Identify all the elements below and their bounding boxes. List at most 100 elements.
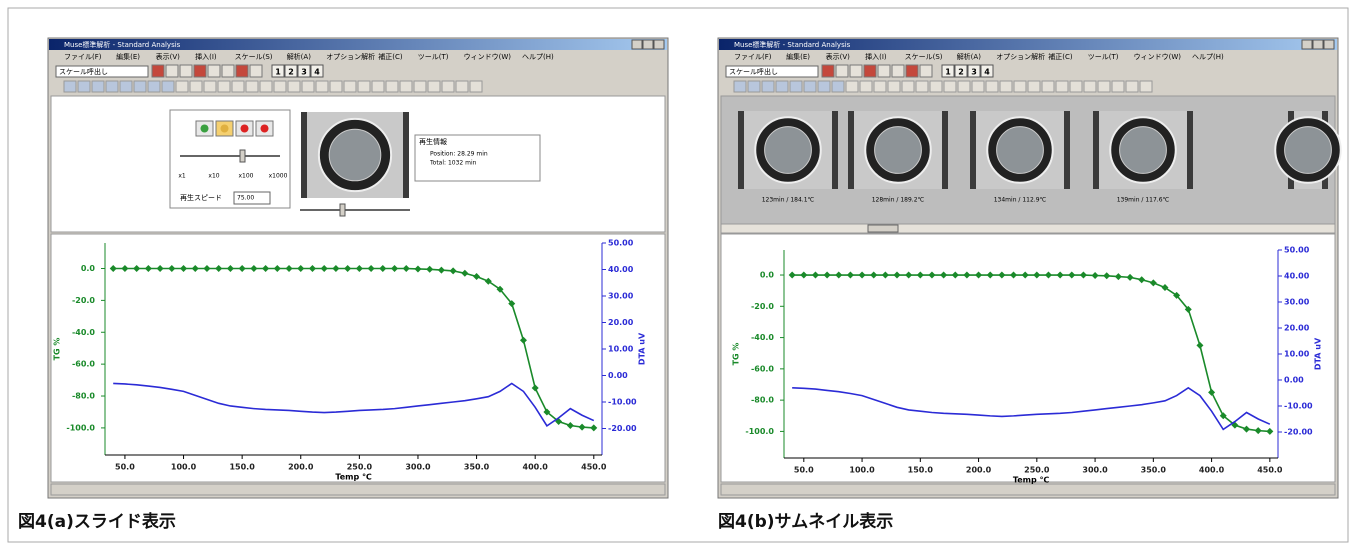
menu-item[interactable]: ファイル(F) [64,53,102,61]
toolbar-icon[interactable] [1098,81,1110,92]
toolbar-icon[interactable] [302,81,314,92]
toolbar-button[interactable] [222,65,234,77]
toolbar-icon[interactable] [218,81,230,92]
menu-item[interactable]: 補正(C) [1048,52,1073,61]
toolbar-icon[interactable] [1042,81,1054,92]
toolbar-icon[interactable] [874,81,886,92]
toolbar-icon[interactable] [176,81,188,92]
toolbar-icon[interactable] [888,81,900,92]
menu-item[interactable]: ツール(T) [1088,53,1119,61]
toolbar-button[interactable] [166,65,178,77]
window-button[interactable] [1302,40,1312,49]
toolbar-icon[interactable] [860,81,872,92]
menu-item[interactable]: 表示(V) [826,52,851,61]
toolbar-button[interactable] [152,65,164,77]
toolbar-button[interactable] [892,65,904,77]
toolbar-button[interactable] [920,65,932,77]
menu-item[interactable]: ウィンドウ(W) [464,53,512,61]
toolbar-icon[interactable] [92,81,104,92]
toolbar-icon[interactable] [944,81,956,92]
toolbar-icon[interactable] [344,81,356,92]
menu-item[interactable]: 挿入(I) [195,52,217,61]
toolbar-icon[interactable] [330,81,342,92]
menu-item[interactable]: 解析(A) [957,52,982,61]
toolbar-icon[interactable] [64,81,76,92]
toolbar-icon[interactable] [1140,81,1152,92]
toolbar-icon[interactable] [1000,81,1012,92]
toolbar-icon[interactable] [776,81,788,92]
toolbar-icon[interactable] [288,81,300,92]
toolbar-icon[interactable] [1112,81,1124,92]
menu-item[interactable]: 補正(C) [378,52,403,61]
toolbar-icon[interactable] [190,81,202,92]
toolbar-icon[interactable] [316,81,328,92]
toolbar-button[interactable] [180,65,192,77]
toolbar-button[interactable] [878,65,890,77]
toolbar-icon[interactable] [846,81,858,92]
menu-item[interactable]: 解析(A) [287,52,312,61]
toolbar-button[interactable] [850,65,862,77]
toolbar-icon[interactable] [358,81,370,92]
toolbar-button[interactable] [822,65,834,77]
toolbar-icon[interactable] [204,81,216,92]
toolbar-icon[interactable] [274,81,286,92]
window-button[interactable] [654,40,664,49]
toolbar-icon[interactable] [916,81,928,92]
toolbar-icon[interactable] [386,81,398,92]
toolbar-button[interactable] [194,65,206,77]
speed-thumb[interactable] [240,150,245,162]
toolbar-icon[interactable] [134,81,146,92]
toolbar-icon[interactable] [734,81,746,92]
toolbar-button[interactable] [236,65,248,77]
menu-item[interactable]: ウィンドウ(W) [1134,53,1182,61]
toolbar-button[interactable] [836,65,848,77]
toolbar-icon[interactable] [1126,81,1138,92]
window-button[interactable] [1324,40,1334,49]
toolbar-icon[interactable] [1084,81,1096,92]
menu-item[interactable]: 編集(E) [786,52,810,61]
toolbar-icon[interactable] [930,81,942,92]
menu-item[interactable]: オプション解析 [996,52,1045,61]
toolbar-icon[interactable] [832,81,844,92]
toolbar-icon[interactable] [428,81,440,92]
toolbar-icon[interactable] [1014,81,1026,92]
toolbar-icon[interactable] [232,81,244,92]
menu-item[interactable]: 挿入(I) [865,52,887,61]
menu-item[interactable]: スケール(S) [235,53,273,61]
toolbar-icon[interactable] [972,81,984,92]
toolbar-icon[interactable] [106,81,118,92]
menu-item[interactable]: ヘルプ(H) [1192,53,1224,61]
toolbar-icon[interactable] [902,81,914,92]
menu-item[interactable]: ヘルプ(H) [522,53,554,61]
toolbar-button[interactable] [208,65,220,77]
toolbar-icon[interactable] [1070,81,1082,92]
toolbar-icon[interactable] [958,81,970,92]
toolbar-icon[interactable] [456,81,468,92]
toolbar-icon[interactable] [804,81,816,92]
toolbar-button[interactable] [864,65,876,77]
frame-thumb[interactable] [340,204,345,216]
toolbar-icon[interactable] [162,81,174,92]
menu-item[interactable]: 表示(V) [156,52,181,61]
toolbar-icon[interactable] [1056,81,1068,92]
toolbar-icon[interactable] [120,81,132,92]
toolbar-icon[interactable] [78,81,90,92]
window-button[interactable] [1313,40,1323,49]
toolbar-icon[interactable] [818,81,830,92]
toolbar-icon[interactable] [148,81,160,92]
window-button[interactable] [643,40,653,49]
toolbar-icon[interactable] [246,81,258,92]
toolbar-icon[interactable] [1028,81,1040,92]
toolbar-icon[interactable] [372,81,384,92]
toolbar-icon[interactable] [260,81,272,92]
scroll-thumb[interactable] [868,225,898,232]
menu-item[interactable]: 編集(E) [116,52,140,61]
window-button[interactable] [632,40,642,49]
toolbar-button[interactable] [906,65,918,77]
toolbar-icon[interactable] [414,81,426,92]
toolbar-icon[interactable] [442,81,454,92]
toolbar-icon[interactable] [470,81,482,92]
toolbar-icon[interactable] [790,81,802,92]
toolbar-icon[interactable] [986,81,998,92]
menu-item[interactable]: オプション解析 [326,52,375,61]
